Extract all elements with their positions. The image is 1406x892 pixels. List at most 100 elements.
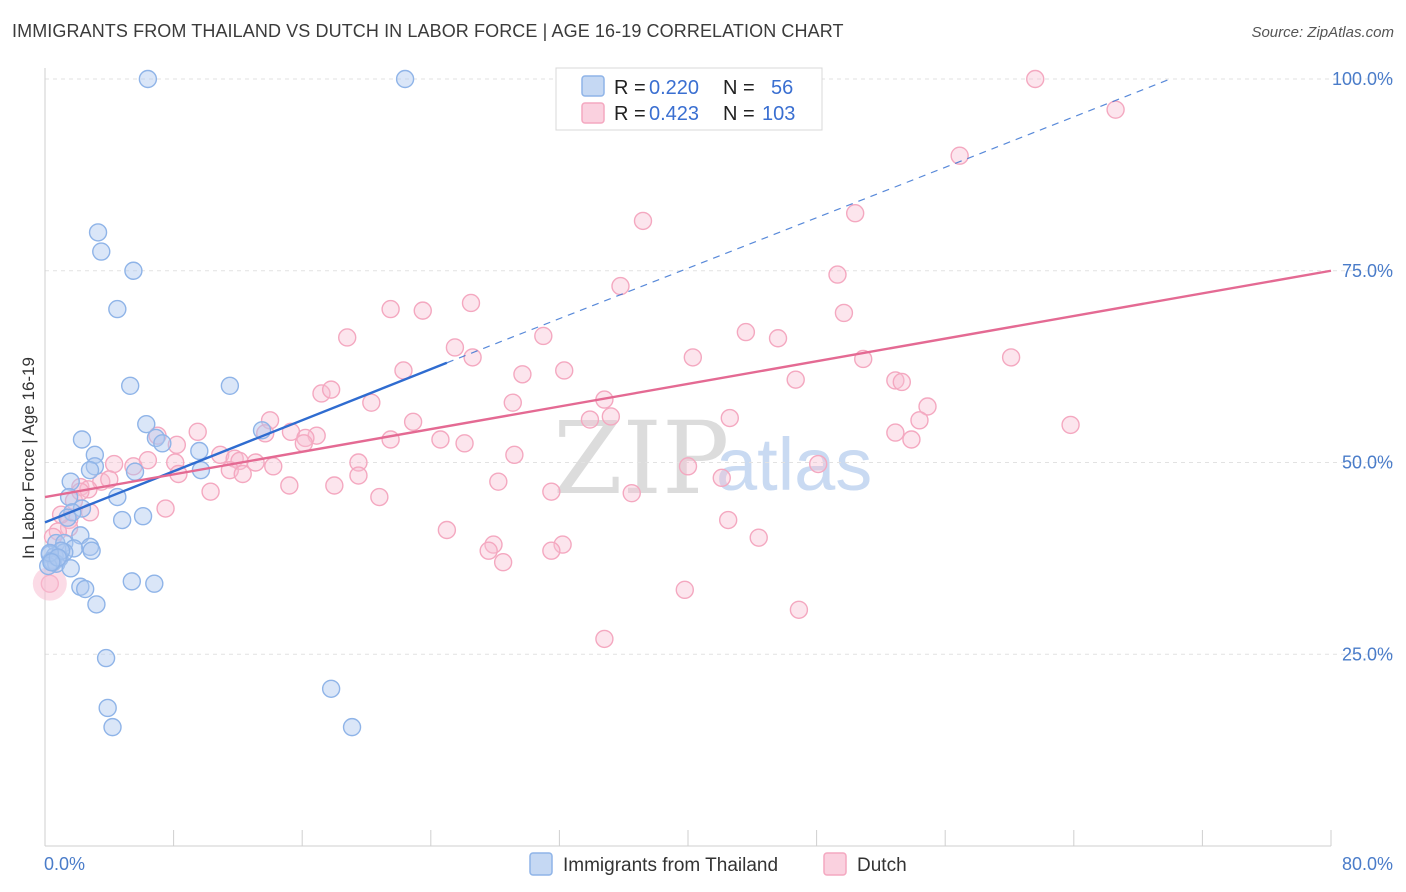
dutch-point-3 <box>950 146 969 165</box>
thailand-point-4 <box>124 261 143 280</box>
dutch-point-97 <box>675 580 694 600</box>
legend-r-label-1: R = <box>614 77 646 99</box>
chart-title: IMMIGRANTS FROM THAILAND VS DUTCH IN LAB… <box>12 21 844 41</box>
dutch-point-86 <box>718 510 738 530</box>
x-ticks <box>173 830 1332 846</box>
dutch-point-9 <box>381 299 400 319</box>
dutch-point-72 <box>100 470 119 489</box>
legend-n-label-2: N = <box>723 103 755 125</box>
dutch-point-62 <box>104 454 124 474</box>
dutch-point-47 <box>886 423 905 442</box>
dutch-point-73 <box>489 472 508 491</box>
thailand-point-49 <box>98 698 117 718</box>
dutch-point-33 <box>601 407 621 426</box>
thailand-point-45 <box>75 579 95 599</box>
thailand-point-55 <box>42 553 61 572</box>
thailand-points <box>39 69 415 737</box>
dutch-point-11 <box>834 303 854 323</box>
y-tick-labels: 25.0% 50.0% 75.0% 100.0% <box>1332 69 1393 664</box>
thailand-point-7 <box>220 376 240 395</box>
thailand-point-13 <box>190 441 209 461</box>
dutch-point-5 <box>845 204 865 223</box>
dutch-point-95 <box>493 553 513 572</box>
dutch-point-80 <box>622 483 641 503</box>
thailand-point-42 <box>122 572 142 591</box>
dutch-point-59 <box>349 453 368 472</box>
x-tick-label-max: 80.0% <box>1342 854 1393 874</box>
dutch-point-13 <box>534 326 553 346</box>
bottom-legend-label-thailand: Immigrants from Thailand <box>563 855 778 876</box>
dutch-point-2 <box>1106 100 1125 119</box>
dutch-point-24 <box>786 370 805 389</box>
dutch-point-90 <box>749 528 768 547</box>
dutch-point-39 <box>1061 415 1080 435</box>
dutch-point-7 <box>611 276 630 296</box>
y-tick-label: 50.0% <box>1342 453 1393 473</box>
thailand-point-26 <box>133 506 153 526</box>
dutch-trend-line <box>44 269 1332 499</box>
dutch-point-19 <box>1001 348 1021 367</box>
dutch-point-94 <box>542 541 561 560</box>
bottom-legend: Immigrants from Thailand Dutch <box>529 852 907 876</box>
legend-swatch-dutch <box>581 102 605 124</box>
thailand-point-41 <box>61 559 80 578</box>
legend-r-value-1: 0.220 <box>649 77 699 99</box>
thailand-trend-line <box>44 361 448 524</box>
dutch-point-28 <box>321 380 341 399</box>
dutch-point-25 <box>886 371 905 390</box>
dutch-point-18 <box>683 348 703 367</box>
thailand-point-50 <box>103 717 122 737</box>
dutch-point-46 <box>381 430 400 449</box>
source-label: Source: ZipAtlas.com <box>1251 24 1394 41</box>
thailand-point-46 <box>87 595 106 614</box>
thailand-point-8 <box>137 414 156 434</box>
dutch-point-40 <box>188 422 207 442</box>
dutch-point-98 <box>789 600 809 619</box>
watermark-zip: ZIP <box>553 400 729 517</box>
thailand-point-3 <box>92 242 111 261</box>
dutch-point-63 <box>264 457 283 476</box>
dutch-point-6 <box>828 265 847 284</box>
thailand-point-2 <box>88 223 108 242</box>
legend-r-value-2: 0.423 <box>649 103 699 125</box>
thailand-point-1 <box>395 69 415 89</box>
thailand-point-48 <box>321 679 341 698</box>
x-tick-label-min: 0.0% <box>44 854 85 874</box>
dutch-point-large <box>32 566 67 601</box>
x-tick-labels: 0.0% 80.0% <box>44 854 1393 874</box>
thailand-point-43 <box>145 574 164 593</box>
dutch-point-37 <box>403 412 423 432</box>
thailand-point-19 <box>61 472 80 491</box>
dutch-point-27 <box>312 384 331 403</box>
dutch-point-17 <box>463 348 482 367</box>
dutch-point-92 <box>484 535 503 554</box>
dutch-point-50 <box>455 434 474 453</box>
legend-n-value-2: 103 <box>762 103 795 125</box>
thailand-point-51 <box>342 717 362 737</box>
thailand-point-47 <box>96 648 116 668</box>
legend-n-label-1: N = <box>723 77 755 99</box>
y-tick-label: 25.0% <box>1342 644 1393 664</box>
dutch-point-14 <box>768 329 788 348</box>
y-tick-label: 75.0% <box>1342 261 1393 281</box>
dutch-point-78 <box>201 482 220 501</box>
dutch-point-10 <box>413 301 432 320</box>
dutch-point-34 <box>720 408 739 428</box>
dutch-point-26 <box>892 372 911 392</box>
dutch-point-93 <box>479 541 498 560</box>
dutch-point-15 <box>338 328 357 347</box>
dutch-point-88 <box>437 520 457 540</box>
dutch-point-91 <box>553 535 572 554</box>
dutch-point-83 <box>156 499 175 518</box>
legend: R = 0.220 N = 56 R = 0.423 N = 103 <box>555 67 823 131</box>
thailand-point-16 <box>80 460 100 480</box>
thailand-point-6 <box>120 376 140 395</box>
dutch-point-68 <box>233 464 252 484</box>
dutch-point-8 <box>461 293 481 313</box>
dutch-point-81 <box>370 487 389 507</box>
dutch-point-75 <box>325 476 344 495</box>
thailand-point-0 <box>138 69 158 89</box>
dutch-point-79 <box>542 482 561 501</box>
dutch-point-1 <box>1026 69 1045 89</box>
